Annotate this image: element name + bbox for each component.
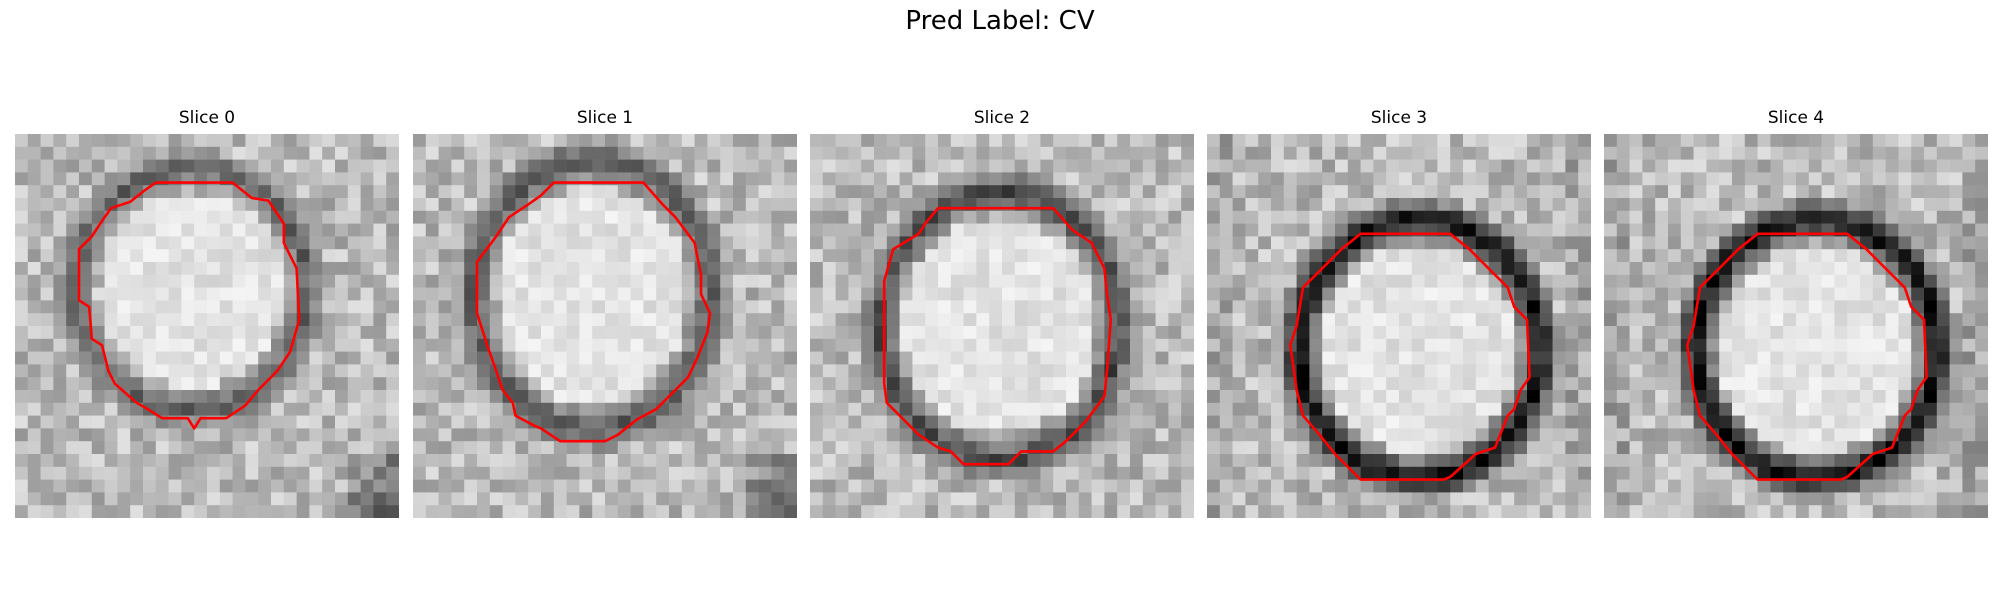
segmentation-contour (882, 206, 1113, 466)
slice-title-1: Slice 1 (576, 108, 634, 128)
slice-title-3: Slice 3 (1370, 108, 1428, 128)
slice-title-0: Slice 0 (178, 108, 236, 128)
slice-image-2 (810, 134, 1194, 518)
figure-title: Pred Label: CV (905, 6, 1095, 36)
slice-image-4 (1604, 134, 1988, 518)
segmentation-contour (1288, 232, 1531, 481)
segmentation-contour (1685, 232, 1928, 481)
segmentation-contour (77, 181, 301, 430)
slice-image-3 (1207, 134, 1591, 518)
slice-title-2: Slice 2 (973, 108, 1031, 128)
slice-title-4: Slice 4 (1767, 108, 1825, 128)
slice-image-1 (413, 134, 797, 518)
slice-image-0 (15, 134, 399, 518)
segmentation-contour (475, 181, 712, 443)
